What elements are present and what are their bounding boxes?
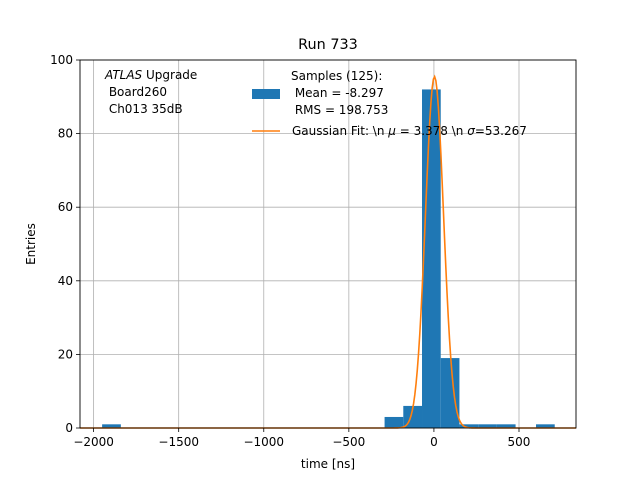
legend-fit-mu: μ — [387, 124, 396, 138]
annotation-channel: Ch013 35dB — [105, 102, 183, 116]
x-axis-ticks: −2000 −1500 −1000 −500 0 500 — [73, 428, 530, 449]
chart-title: Run 733 — [298, 37, 358, 53]
x-tick-label-3: −500 — [332, 435, 365, 449]
x-tick-label-5: 500 — [508, 435, 531, 449]
x-tick-label-0: −2000 — [73, 435, 114, 449]
y-tick-label-1: 20 — [58, 347, 73, 361]
y-tick-label-3: 60 — [58, 200, 73, 214]
y-tick-label-4: 80 — [58, 127, 73, 141]
legend: Samples (125): Mean = -8.297 RMS = 198.7… — [252, 69, 527, 138]
legend-samples-rms: RMS = 198.753 — [291, 103, 388, 117]
histogram-bar-0 — [102, 424, 121, 428]
atlas-annotation: ATLAS Upgrade Board260 Ch013 35dB — [104, 68, 197, 116]
legend-fit-part3: =53.267 — [475, 124, 527, 138]
legend-fit-part1: Gaussian Fit: \n — [292, 124, 388, 138]
histogram-bar-1 — [384, 416, 404, 428]
histogram-bar-4 — [440, 358, 460, 428]
annotation-board: Board260 — [105, 85, 167, 99]
y-tick-label-5: 100 — [50, 53, 73, 67]
x-tick-label-2: −1000 — [243, 435, 284, 449]
legend-samples-mean: Mean = -8.297 — [291, 86, 384, 100]
plot-frame — [79, 59, 577, 429]
legend-samples-swatch — [252, 89, 280, 99]
histogram-bar-8 — [536, 424, 555, 428]
y-tick-label-0: 0 — [65, 421, 73, 435]
histogram-bar-5 — [459, 424, 479, 428]
legend-fit-part2: = 3.378 \n — [396, 124, 467, 138]
histogram-bar-7 — [496, 424, 516, 428]
atlas-label: ATLAS — [104, 68, 143, 82]
x-tick-label-1: −1500 — [158, 435, 199, 449]
histogram-bar-3 — [422, 89, 441, 428]
y-axis-label: Entries — [24, 223, 38, 265]
x-axis-label: time [ns] — [301, 457, 355, 471]
histogram-bar-6 — [478, 424, 497, 428]
legend-samples-title: Samples (125): — [291, 69, 382, 83]
legend-fit-sigma: σ — [467, 124, 475, 138]
y-tick-label-2: 40 — [58, 274, 73, 288]
upgrade-label: Upgrade — [142, 68, 197, 82]
annotation-line1: ATLAS Upgrade — [104, 68, 197, 82]
legend-fit-label: Gaussian Fit: \n μ = 3.378 \n σ=53.267 — [292, 124, 527, 138]
x-tick-label-4: 0 — [430, 435, 438, 449]
grid-lines — [80, 59, 576, 429]
y-axis-ticks: 0 20 40 60 80 100 — [50, 53, 80, 435]
